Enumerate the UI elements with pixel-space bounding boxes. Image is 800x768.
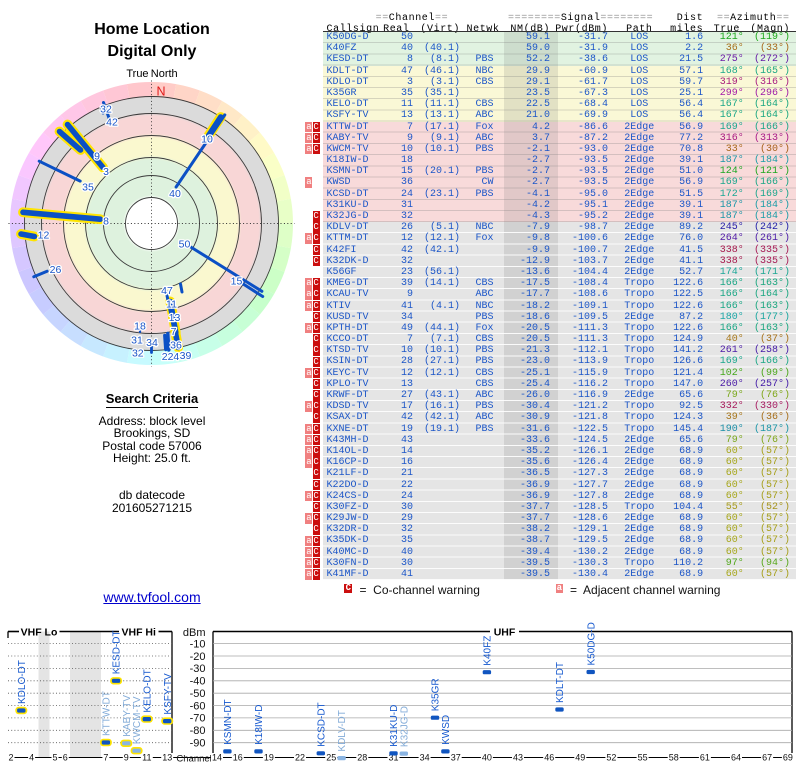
svg-text:-80: -80: [190, 725, 206, 737]
svg-text:-10: -10: [190, 638, 206, 650]
svg-text:14: 14: [212, 753, 222, 763]
svg-text:Channel: Channel: [176, 754, 211, 765]
svg-text:67: 67: [762, 753, 772, 763]
svg-text:28: 28: [357, 753, 367, 763]
svg-text:26: 26: [50, 264, 62, 276]
svg-text:61: 61: [700, 753, 710, 763]
svg-text:VHF Hi: VHF Hi: [121, 627, 156, 639]
svg-text:K35GR: K35GR: [431, 678, 442, 711]
svg-text:11: 11: [166, 299, 177, 311]
svg-text:34: 34: [420, 753, 430, 763]
svg-text:47: 47: [161, 285, 173, 297]
svg-text:KSMN-DT: KSMN-DT: [223, 699, 234, 745]
svg-text:K32JG-D: K32JG-D: [399, 706, 410, 747]
svg-text:37: 37: [451, 753, 461, 763]
svg-text:-90: -90: [190, 738, 206, 750]
svg-text:-50: -50: [190, 688, 206, 700]
svg-text:3: 3: [103, 166, 109, 178]
svg-text:49: 49: [575, 753, 585, 763]
svg-text:7: 7: [171, 326, 177, 338]
svg-text:31: 31: [388, 753, 398, 763]
svg-text:4: 4: [29, 753, 34, 763]
svg-text:13: 13: [169, 312, 181, 324]
svg-text:dBm: dBm: [183, 627, 206, 639]
svg-text:39: 39: [180, 350, 192, 362]
svg-text:KELO-DT: KELO-DT: [142, 669, 153, 712]
svg-text:2: 2: [8, 753, 13, 763]
svg-text:KSFY-TV: KSFY-TV: [163, 673, 174, 715]
svg-text:224: 224: [162, 351, 180, 363]
svg-text:64: 64: [731, 753, 741, 763]
svg-text:KTTW-DT: KTTW-DT: [102, 691, 113, 736]
svg-text:32: 32: [132, 348, 144, 360]
svg-text:34: 34: [146, 337, 158, 349]
svg-text:40: 40: [169, 188, 181, 200]
svg-text:-20: -20: [190, 651, 206, 663]
svg-text:KWSD: KWSD: [441, 715, 452, 745]
svg-text:46: 46: [544, 753, 554, 763]
svg-text:35: 35: [82, 182, 94, 194]
svg-text:N: N: [156, 85, 165, 99]
svg-text:69: 69: [783, 753, 793, 763]
svg-text:K40FZ: K40FZ: [483, 636, 494, 666]
svg-text:KESD-DT: KESD-DT: [112, 630, 123, 674]
svg-text:-60: -60: [190, 700, 206, 712]
svg-text:25: 25: [326, 753, 336, 763]
svg-text:KCSD-DT: KCSD-DT: [316, 702, 327, 746]
svg-text:36: 36: [170, 340, 182, 352]
svg-text:K18IW-D: K18IW-D: [254, 705, 265, 745]
svg-text:52: 52: [606, 753, 616, 763]
svg-text:KDLT-DT: KDLT-DT: [555, 662, 566, 703]
svg-text:50: 50: [179, 239, 191, 251]
svg-text:KDLO-DT: KDLO-DT: [17, 660, 28, 704]
svg-text:16: 16: [233, 753, 243, 763]
svg-text:-70: -70: [190, 713, 206, 725]
svg-text:9: 9: [94, 151, 100, 163]
svg-text:-30: -30: [190, 663, 206, 675]
svg-text:KDLV-DT: KDLV-DT: [337, 710, 348, 752]
svg-text:KABY-TV: KABY-TV: [122, 695, 133, 737]
svg-text:6: 6: [63, 753, 68, 763]
svg-text:55: 55: [638, 753, 648, 763]
svg-text:K50DG-D: K50DG-D: [586, 622, 597, 665]
svg-text:22: 22: [295, 753, 305, 763]
svg-text:43: 43: [513, 753, 523, 763]
svg-text:K31KU-D: K31KU-D: [389, 705, 400, 747]
svg-text:-40: -40: [190, 676, 206, 688]
svg-text:5: 5: [52, 753, 57, 763]
svg-text:9: 9: [124, 753, 129, 763]
svg-text:8: 8: [103, 216, 109, 228]
svg-text:15: 15: [231, 276, 243, 288]
svg-text:12: 12: [38, 230, 50, 242]
svg-text:42: 42: [106, 117, 118, 129]
svg-text:40: 40: [482, 753, 492, 763]
svg-text:58: 58: [669, 753, 679, 763]
svg-text:11: 11: [142, 753, 151, 763]
svg-text:UHF: UHF: [494, 627, 516, 639]
svg-text:13: 13: [162, 753, 172, 763]
svg-text:VHF Lo: VHF Lo: [21, 627, 58, 639]
svg-text:KWCM-TV: KWCM-TV: [132, 696, 143, 744]
svg-text:32: 32: [100, 104, 112, 116]
svg-text:19: 19: [264, 753, 274, 763]
svg-text:7: 7: [103, 753, 108, 763]
svg-text:31: 31: [131, 334, 143, 346]
svg-text:18: 18: [134, 321, 146, 333]
svg-text:10: 10: [201, 133, 213, 145]
